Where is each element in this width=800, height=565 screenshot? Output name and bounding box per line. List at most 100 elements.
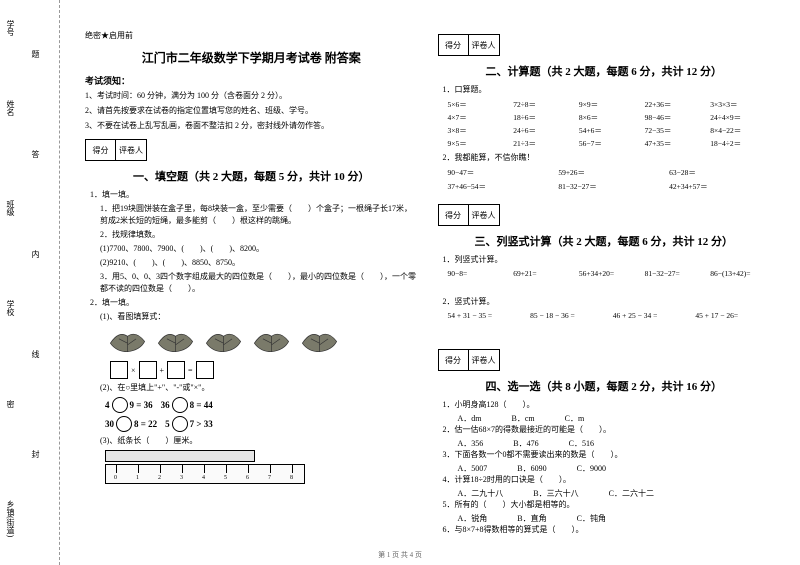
choice: B．476 [513,438,538,449]
confidential-seal: 绝密★启用前 [85,30,418,41]
blank-box [167,361,185,379]
calc-item: 56+34+20= [579,269,639,278]
question: 1．列竖式计算。 [438,254,771,266]
calc-item: 8×4−22＝ [710,125,770,136]
ruler-number: 2 [158,475,161,481]
calc-item: 59+26＝ [558,167,659,178]
ruler: 0 1 2 3 4 5 6 7 8 [105,464,305,484]
blank-circle [112,397,128,413]
choice: C．二六十二 [609,488,654,499]
score-box: 得分 评卷人 [438,204,500,226]
question-sub: 2．找规律填数。 [85,229,418,241]
choice: C．m [565,413,585,424]
leaf-icon [105,326,150,358]
calc-item: 3×8＝ [448,125,508,136]
calc-item: 9×5＝ [448,138,508,149]
ruler-number: 3 [180,475,183,481]
binding-label: 乡镇(街道) [5,500,16,537]
eq-num: 4 [105,400,110,410]
binding-mid: 答 [30,150,41,158]
calc-grid: 5×6＝72÷8＝9×9＝22+36＝3×3×3＝ 4×7＝18÷6＝8×6＝9… [438,99,771,149]
question: 2．填一填。 [85,297,418,309]
question-sub: (3)、纸条长（ ）厘米。 [85,435,418,447]
binding-mid: 线 [30,350,41,358]
exam-title: 江门市二年级数学下学期月考试卷 附答案 [85,49,418,66]
binding-label: 班级 [5,200,16,216]
leaf-icon [201,326,246,358]
question: 1．填一填。 [85,189,418,201]
ruler-number: 7 [268,475,271,481]
section-2-heading: 二、计算题（共 2 大题，每题 6 分，共计 12 分） [438,63,771,79]
calc-item: 3×3×3＝ [710,99,770,110]
score-label: 得分 [439,35,469,55]
score-label: 得分 [439,205,469,225]
eq-num: 8 = 44 [190,400,213,410]
blank-box [196,361,214,379]
circle-equation: 5 7 > 33 [165,416,213,432]
calc-item: 63−28＝ [669,167,770,178]
right-column: 得分 评卷人 二、计算题（共 2 大题，每题 6 分，共计 12 分） 1．口算… [428,30,781,545]
ruler-number: 4 [202,475,205,481]
eq-num: 36 [161,400,170,410]
eq-num: 8 = 22 [134,419,157,429]
calc-item: 45 + 17 − 26= [695,311,770,320]
notice-item: 3、不要在试卷上乱写乱画，卷面不整洁扣 2 分，密封线外请勿作答。 [85,120,418,132]
calc-item: 47+35＝ [645,138,705,149]
page-footer: 第 1 页 共 4 页 [0,550,800,560]
section-3-heading: 三、列竖式计算（共 2 大题，每题 6 分，共计 12 分） [438,233,771,249]
circle-equation: 49 = 36 [105,397,153,413]
choice: A．锐角 [458,513,488,524]
calc-item: 69+21= [513,269,573,278]
circle-equation-row: 49 = 36 36 8 = 44 [85,397,418,413]
binding-label: 学校 [5,300,16,316]
leaf-icon [297,326,342,358]
section-1-heading: 一、填空题（共 2 大题，每题 5 分，共计 10 分） [85,168,418,184]
main-content: 绝密★启用前 江门市二年级数学下学期月考试卷 附答案 考试须知： 1、考试时间：… [60,0,800,565]
calc-item: 81−32−27= [645,269,705,278]
ruler-number: 0 [114,475,117,481]
eq-num: 5 [165,419,170,429]
binding-mid: 封 [30,450,41,458]
calc-item: 24÷4×9＝ [710,112,770,123]
calc-grid: 90−47＝59+26＝63−28＝ 37+46−54＝81−32−27＝42+… [438,167,771,192]
circle-equation: 308 = 22 [105,416,157,432]
calc-item: 85 − 18 − 36 = [530,311,605,320]
leaf-icon [249,326,294,358]
calc-item: 81−32−27＝ [558,181,659,192]
question: 4．计算18÷2时用的口诀是（ ）。 [438,474,771,486]
ruler-number: 8 [290,475,293,481]
choice-row: A．二九十八 B．三六十八 C．二六十二 [438,488,771,499]
score-box: 得分 评卷人 [85,139,147,161]
paper-strip [105,450,255,462]
section-4-heading: 四、选一选（共 8 小题，每题 2 分，共计 16 分） [438,378,771,394]
calc-item: 46 + 25 − 34 = [613,311,688,320]
grader-label: 评卷人 [116,140,146,160]
choice: C．钝角 [577,513,606,524]
calc-item: 4×7＝ [448,112,508,123]
question: 1．小明身高128（ ）。 [438,399,771,411]
choice: A．356 [458,438,484,449]
choice: A．5007 [458,463,488,474]
question-sub: (2)9210、( )、( )、8850、8750。 [85,257,418,269]
choice: B．三六十八 [533,488,578,499]
question-sub: 1．把19块圆饼装在盒子里，每8块装一盒，至少需要（ ）个盒子；一根绳子长17米… [85,203,418,227]
choice: A．二九十八 [458,488,504,499]
calc-grid: 54 + 31 − 35 =85 − 18 − 36 =46 + 25 − 34… [438,311,771,320]
choice: A．dm [458,413,482,424]
blank-circle [172,397,188,413]
ruler-number: 1 [136,475,139,481]
score-box: 得分 评卷人 [438,34,500,56]
blank-box [110,361,128,379]
choice-row: A．dmB．cmC．m [438,413,771,424]
question: 6．与8×7+8得数相等的算式是（ ）。 [438,524,771,536]
binding-mid: 题 [30,50,41,58]
binding-label: 姓名 [5,100,16,116]
eq-num: 7 > 33 [190,419,213,429]
grader-label: 评卷人 [469,205,499,225]
choice: B．6090 [517,463,546,474]
binding-label: 学号 [5,20,16,36]
calc-item: 86−(13+42)= [710,269,770,278]
calc-item: 56−7＝ [579,138,639,149]
choice-row: A．锐角B．直角C．钝角 [438,513,771,524]
notice-item: 1、考试时间：60 分钟，满分为 100 分（含卷面分 2 分）。 [85,90,418,102]
